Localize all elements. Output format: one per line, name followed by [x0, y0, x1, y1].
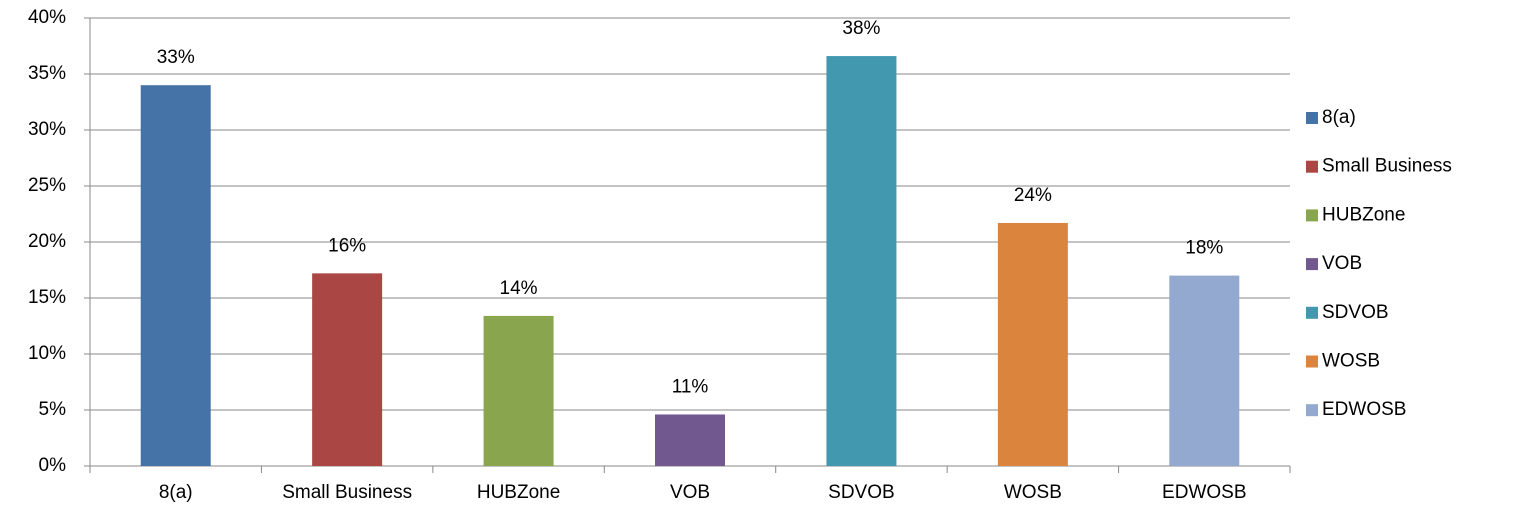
x-tick-label: WOSB — [1004, 482, 1062, 503]
bar — [997, 222, 1068, 466]
legend-swatch — [1306, 404, 1318, 417]
legend-label: EDWOSB — [1322, 399, 1406, 420]
y-tick-label: 30% — [28, 119, 66, 140]
legend-label: Small Business — [1322, 156, 1452, 177]
data-label: 33% — [157, 47, 195, 68]
bar — [483, 315, 554, 466]
legend-label: HUBZone — [1322, 204, 1405, 225]
legend-swatch — [1306, 355, 1318, 368]
data-label: 38% — [842, 18, 880, 39]
y-tick-label: 25% — [28, 175, 66, 196]
data-label: 16% — [328, 235, 366, 256]
legend-label: WOSB — [1322, 351, 1380, 372]
data-label: 18% — [1185, 238, 1223, 259]
legend-swatch — [1306, 258, 1318, 271]
y-tick-label: 15% — [28, 287, 66, 308]
y-tick-label: 20% — [28, 231, 66, 252]
x-tick-label: EDWOSB — [1162, 482, 1246, 503]
x-tick-label: HUBZone — [477, 482, 560, 503]
x-tick-label: VOB — [670, 482, 710, 503]
y-tick-label: 10% — [28, 343, 66, 364]
x-tick-label: 8(a) — [159, 482, 193, 503]
bar — [312, 273, 383, 466]
y-tick-label: 40% — [28, 7, 66, 28]
legend-swatch — [1306, 209, 1318, 222]
y-tick-label: 5% — [39, 399, 67, 420]
x-tick-label: Small Business — [282, 482, 412, 503]
data-label: 14% — [500, 278, 538, 299]
y-tick-label: 0% — [39, 455, 67, 476]
legend-swatch — [1306, 112, 1318, 124]
legend-label: 8(a) — [1322, 107, 1356, 128]
bar — [655, 414, 725, 466]
data-label: 24% — [1014, 185, 1052, 206]
legend-swatch — [1306, 306, 1318, 319]
y-tick-label: 35% — [28, 63, 66, 84]
data-label: 11% — [672, 376, 709, 397]
x-tick-label: SDVOB — [828, 482, 895, 503]
legend-label: SDVOB — [1322, 302, 1389, 323]
legend-label: VOB — [1322, 253, 1362, 274]
bar — [1169, 275, 1240, 466]
legend-swatch — [1306, 160, 1318, 173]
bar — [140, 85, 211, 466]
bar — [826, 56, 897, 467]
